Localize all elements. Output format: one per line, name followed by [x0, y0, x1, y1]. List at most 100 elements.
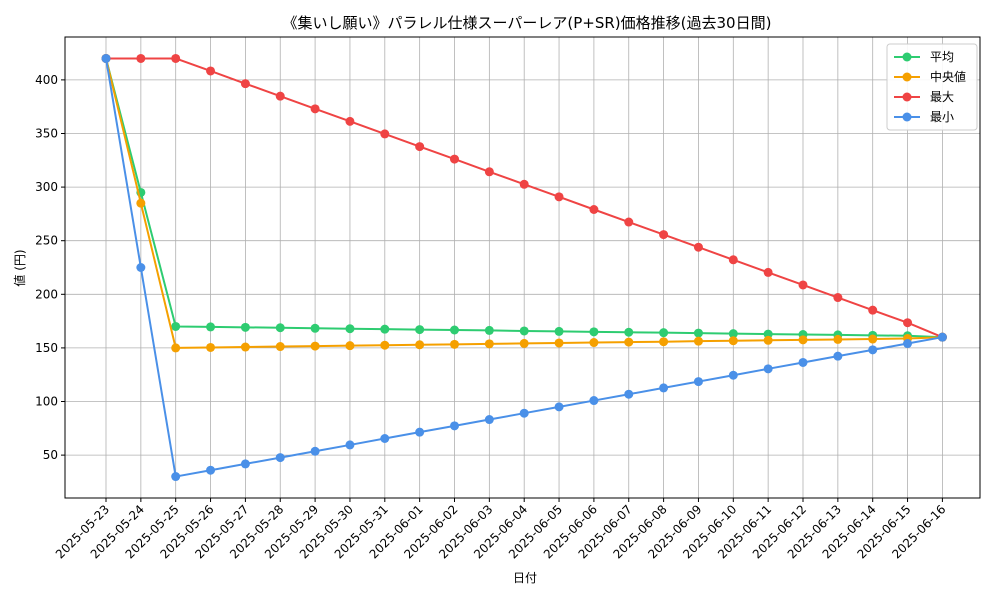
data-point — [833, 293, 843, 303]
data-point — [728, 336, 738, 346]
data-point — [415, 325, 425, 335]
data-point — [589, 327, 599, 337]
y-tick-label: 150 — [35, 341, 58, 355]
data-point — [693, 242, 703, 252]
data-point — [833, 351, 843, 361]
legend-label: 最大 — [930, 90, 954, 104]
data-point — [763, 364, 773, 374]
data-point — [310, 104, 320, 114]
data-point — [484, 339, 494, 349]
data-point — [345, 440, 355, 450]
data-point — [554, 338, 564, 348]
data-point — [380, 340, 390, 350]
data-point — [519, 338, 529, 348]
data-point — [240, 459, 250, 469]
data-point — [240, 79, 250, 89]
data-point — [624, 337, 634, 347]
data-point — [345, 341, 355, 351]
legend-swatch-marker — [902, 72, 912, 82]
data-point — [624, 327, 634, 337]
legend-swatch-marker — [902, 92, 912, 102]
y-axis-ticks: 50 100 150 200 250 300 350 400 — [35, 73, 65, 462]
data-point — [728, 329, 738, 339]
data-point — [484, 167, 494, 177]
data-point — [206, 465, 216, 475]
data-point — [345, 324, 355, 334]
data-point — [275, 453, 285, 463]
legend-swatch-marker — [902, 112, 912, 122]
data-point — [693, 336, 703, 346]
plot-frame — [64, 36, 981, 499]
data-point — [171, 343, 181, 353]
data-point — [380, 129, 390, 139]
data-point — [310, 446, 320, 456]
data-point — [240, 322, 250, 332]
y-tick-label: 350 — [35, 126, 58, 140]
data-point — [798, 357, 808, 367]
data-point — [415, 427, 425, 437]
data-point — [136, 53, 146, 63]
data-point — [868, 334, 878, 344]
data-point — [589, 204, 599, 214]
data-point — [519, 326, 529, 336]
y-axis-label: 値 (円) — [12, 249, 27, 286]
data-point — [484, 415, 494, 425]
data-point — [833, 334, 843, 344]
data-point — [275, 91, 285, 101]
data-point — [937, 332, 947, 342]
data-point — [554, 402, 564, 412]
legend-label: 平均 — [930, 50, 954, 64]
chart-title: 《集いし願い》パラレル仕様スーパーレア(P+SR)価格推移(過去30日間) — [283, 14, 772, 32]
data-point — [798, 335, 808, 345]
data-point — [763, 335, 773, 345]
series-3 — [101, 53, 947, 482]
data-point — [554, 326, 564, 336]
legend-box — [886, 43, 978, 131]
data-point — [171, 53, 181, 63]
data-point — [659, 337, 669, 347]
data-point — [903, 318, 913, 328]
data-point — [450, 325, 459, 335]
data-point — [206, 322, 216, 332]
legend-swatch-marker — [902, 52, 912, 62]
data-point — [171, 321, 181, 331]
data-point — [903, 339, 913, 349]
data-point — [450, 339, 459, 349]
data-point — [450, 421, 459, 431]
data-point — [728, 255, 738, 265]
data-point — [310, 341, 320, 351]
y-tick-label: 300 — [35, 180, 58, 194]
data-point — [554, 192, 564, 202]
legend-label: 最小 — [930, 110, 954, 124]
data-point — [659, 328, 669, 338]
data-point — [484, 325, 494, 335]
data-point — [171, 472, 181, 482]
legend-label: 中央値 — [930, 69, 966, 84]
data-point — [275, 342, 285, 352]
data-point — [659, 230, 669, 240]
series-layer — [101, 53, 947, 482]
y-tick-label: 200 — [35, 287, 58, 301]
data-point — [450, 154, 459, 164]
data-point — [206, 342, 216, 352]
data-point — [868, 345, 878, 355]
y-tick-label: 100 — [35, 395, 58, 409]
data-point — [519, 179, 529, 189]
x-axis-label: 日付 — [513, 571, 537, 585]
data-point — [136, 263, 146, 272]
data-point — [415, 340, 425, 350]
data-point — [136, 198, 146, 208]
data-point — [659, 383, 669, 393]
data-point — [798, 280, 808, 290]
data-point — [763, 329, 773, 339]
data-point — [868, 305, 878, 315]
data-point — [763, 267, 773, 277]
data-point — [693, 377, 703, 387]
data-point — [380, 324, 390, 334]
data-point — [415, 142, 425, 152]
data-point — [624, 389, 634, 399]
data-point — [345, 116, 355, 126]
y-tick-label: 250 — [35, 234, 58, 248]
